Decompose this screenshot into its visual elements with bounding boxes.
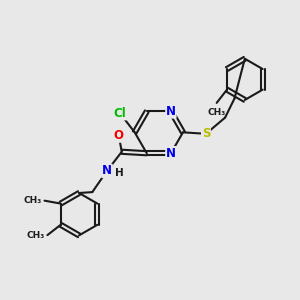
Text: CH₃: CH₃ xyxy=(208,108,226,117)
Text: N: N xyxy=(102,164,112,177)
Text: H: H xyxy=(115,168,124,178)
Text: O: O xyxy=(114,129,124,142)
Text: CH₃: CH₃ xyxy=(24,196,42,205)
Text: N: N xyxy=(166,147,176,160)
Text: Cl: Cl xyxy=(114,107,126,120)
Text: N: N xyxy=(166,105,176,118)
Text: S: S xyxy=(202,127,210,140)
Text: CH₃: CH₃ xyxy=(27,231,45,240)
